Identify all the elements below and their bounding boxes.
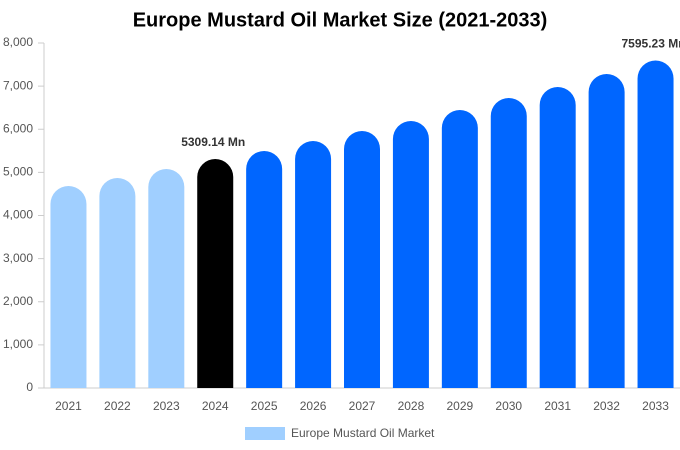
value-label: 7595.23 Mn	[622, 37, 680, 51]
x-tick-label: 2025	[251, 399, 278, 413]
bar	[295, 140, 332, 388]
bar	[392, 121, 429, 388]
legend-swatch	[245, 427, 285, 440]
y-tick-label: 0	[26, 380, 33, 394]
bar	[637, 60, 674, 389]
x-tick-label: 2022	[104, 399, 131, 413]
x-tick-label: 2026	[300, 399, 327, 413]
x-tick-label: 2030	[495, 399, 522, 413]
bar	[99, 177, 136, 388]
y-tick-label: 8,000	[3, 35, 33, 49]
x-tick-label: 2024	[202, 399, 229, 413]
y-tick-label: 4,000	[3, 208, 33, 222]
y-tick-label: 6,000	[3, 121, 33, 135]
x-tick-label: 2029	[446, 399, 473, 413]
x-tick-label: 2023	[153, 399, 180, 413]
x-tick-label: 2021	[55, 399, 82, 413]
x-tick-label: 2032	[593, 399, 620, 413]
bar	[246, 150, 283, 388]
x-tick-label: 2028	[398, 399, 425, 413]
bar	[344, 131, 380, 388]
bar	[50, 186, 87, 388]
y-tick-label: 1,000	[3, 337, 33, 351]
value-label: 5309.14 Mn	[181, 135, 245, 149]
y-tick-label: 2,000	[3, 294, 33, 308]
bar	[148, 169, 185, 388]
x-tick-label: 2031	[544, 399, 571, 413]
bar	[197, 159, 234, 388]
chart-title: Europe Mustard Oil Market Size (2021-203…	[133, 9, 548, 31]
y-tick-label: 7,000	[3, 78, 33, 92]
bar	[441, 110, 478, 389]
y-tick-label: 3,000	[3, 251, 33, 265]
bar	[588, 74, 625, 389]
bar	[539, 86, 576, 389]
x-tick-label: 2027	[349, 399, 376, 413]
bar	[490, 97, 527, 388]
y-tick-label: 5,000	[3, 165, 33, 179]
x-tick-label: 2033	[642, 399, 669, 413]
legend-label: Europe Mustard Oil Market	[291, 426, 435, 440]
